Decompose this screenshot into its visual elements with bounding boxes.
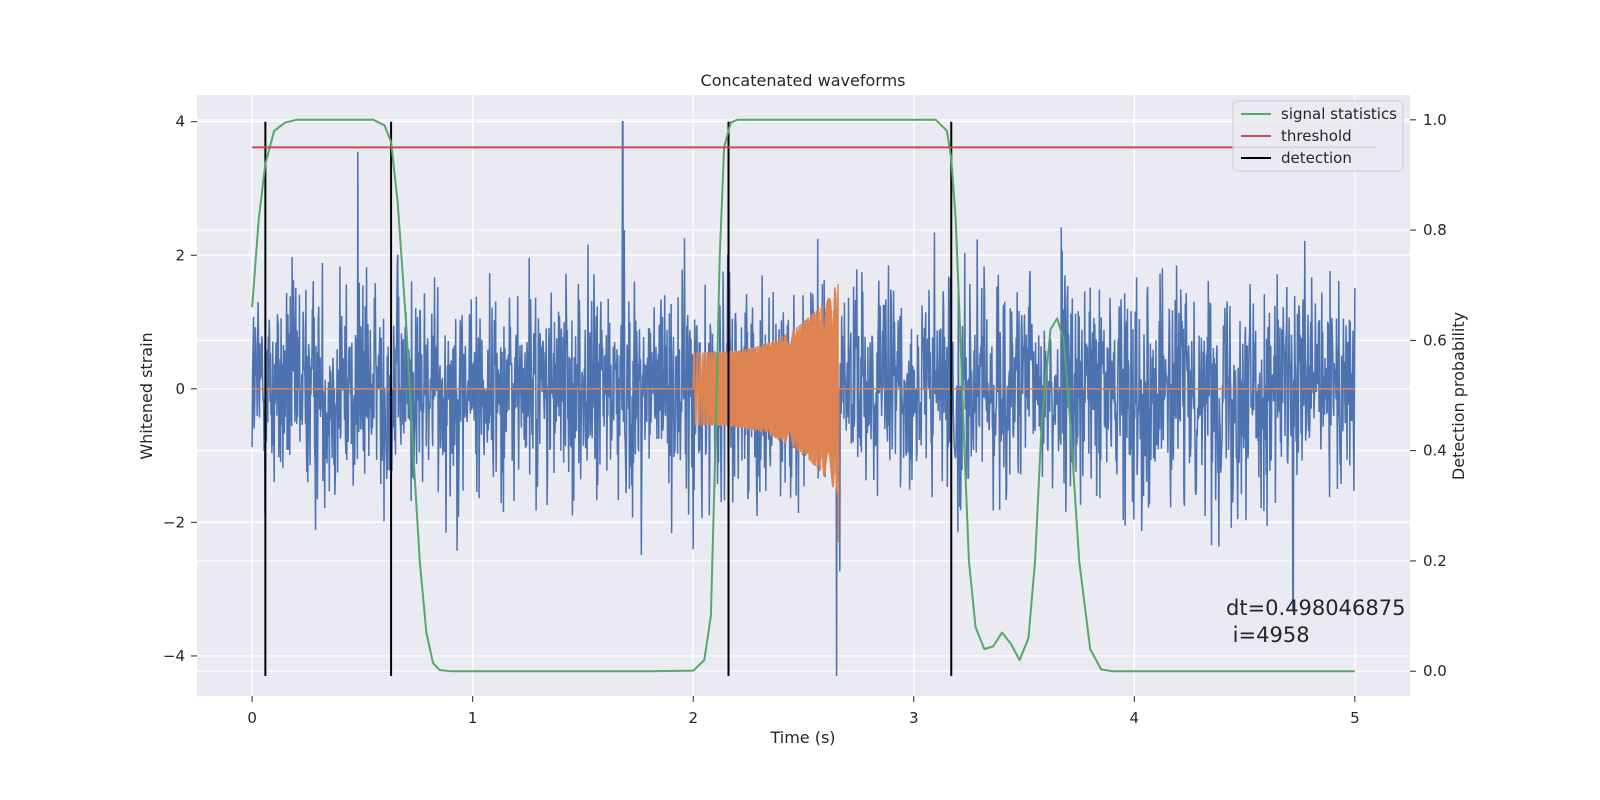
y-tick-label: −2	[163, 513, 185, 531]
axes-layer: 0 1 2 3 4 5 −4 −2 0 2 4 0.0 0.2 0.4 0.6 0.8 1.0	[163, 111, 1447, 727]
y-tick-label: 2	[175, 246, 185, 264]
chart-title: Concatenated waveforms	[701, 71, 906, 90]
x-tick-label: 1	[468, 709, 478, 727]
signal-statistics-line	[251, 118, 1355, 673]
y-axis-label: Whitened strain	[137, 332, 156, 459]
y2-tick-label: 0.8	[1423, 221, 1447, 239]
y-tick-label: −4	[163, 647, 185, 665]
plot-layer	[251, 118, 1377, 676]
legend-box	[1232, 100, 1404, 172]
y2-tick-label: 0.0	[1423, 662, 1447, 680]
y-tick-label: 4	[175, 113, 185, 131]
annotation-i: i=4958	[1226, 623, 1310, 647]
y2-axis-label: Detection probability	[1449, 312, 1468, 480]
legend-label: signal statistics	[1281, 105, 1397, 123]
y2-tick-label: 0.4	[1423, 442, 1447, 460]
legend: signal statistics threshold detection	[1232, 100, 1404, 172]
y-tick-label: 0	[175, 380, 185, 398]
x-axis-label: Time (s)	[769, 728, 835, 747]
legend-label: threshold	[1281, 127, 1352, 145]
annotation-dt: dt=0.498046875	[1226, 596, 1405, 620]
y2-tick-label: 0.2	[1423, 552, 1447, 570]
x-tick-label: 0	[247, 709, 257, 727]
legend-label: detection	[1281, 149, 1352, 167]
x-tick-label: 3	[909, 709, 919, 727]
x-tick-label: 5	[1350, 709, 1360, 727]
y2-tick-label: 1.0	[1423, 111, 1447, 129]
x-tick-label: 4	[1130, 709, 1140, 727]
y2-tick-label: 0.6	[1423, 331, 1447, 349]
x-tick-label: 2	[688, 709, 698, 727]
